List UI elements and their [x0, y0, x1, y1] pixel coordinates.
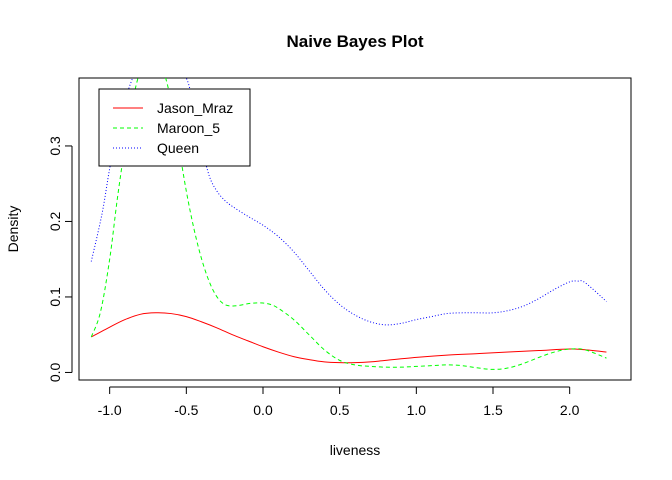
plot-area-frame — [78, 77, 632, 381]
series-layer — [90, 78, 607, 370]
y-tick-label: 0.2 — [47, 212, 63, 232]
legend-label: Jason_Mraz — [157, 100, 233, 116]
legend: Jason_Mraz Maroon_5 Queen — [98, 88, 251, 167]
y-tick-label: 0.0 — [47, 363, 63, 383]
series-line-maroon-5 — [90, 78, 607, 370]
y-axis: 0.0 0.1 0.2 0.3 — [47, 136, 73, 383]
x-tick-label: 1.5 — [483, 402, 503, 418]
series-line-jason-mraz — [91, 312, 607, 364]
chart-title: Naive Bayes Plot — [286, 32, 423, 51]
x-tick-label: 0.5 — [330, 402, 350, 418]
y-axis-label: Density — [5, 206, 21, 253]
y-tick-label: 0.3 — [47, 136, 63, 156]
x-tick-label: 2.0 — [560, 402, 580, 418]
y-tick-label: 0.1 — [47, 287, 63, 307]
x-tick-label: 0.0 — [253, 402, 273, 418]
x-axis-label: liveness — [330, 442, 381, 458]
x-axis: -1.0 -0.5 0.0 0.5 1.0 1.5 2.0 — [98, 386, 580, 418]
x-tick-label: -1.0 — [98, 402, 122, 418]
legend-label: Maroon_5 — [157, 120, 220, 136]
series-line-queen — [90, 78, 607, 326]
x-tick-label: 1.0 — [407, 402, 427, 418]
x-tick-label: -0.5 — [174, 402, 198, 418]
legend-box — [98, 88, 251, 167]
legend-label: Queen — [157, 140, 199, 156]
